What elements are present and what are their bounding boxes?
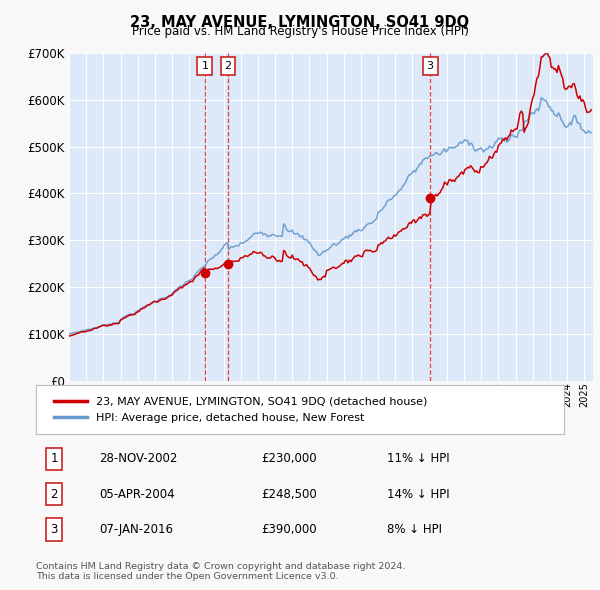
- Text: Contains HM Land Registry data © Crown copyright and database right 2024.
This d: Contains HM Land Registry data © Crown c…: [36, 562, 406, 581]
- Text: 1: 1: [202, 61, 208, 71]
- Text: 8% ↓ HPI: 8% ↓ HPI: [387, 523, 442, 536]
- Text: £248,500: £248,500: [261, 487, 317, 501]
- Text: 2: 2: [50, 487, 58, 501]
- Text: £390,000: £390,000: [261, 523, 317, 536]
- Legend: 23, MAY AVENUE, LYMINGTON, SO41 9DQ (detached house), HPI: Average price, detach: 23, MAY AVENUE, LYMINGTON, SO41 9DQ (det…: [47, 390, 434, 429]
- Text: 1: 1: [50, 452, 58, 466]
- Text: 23, MAY AVENUE, LYMINGTON, SO41 9DQ: 23, MAY AVENUE, LYMINGTON, SO41 9DQ: [130, 15, 470, 30]
- Text: 3: 3: [50, 523, 58, 536]
- Text: Price paid vs. HM Land Registry's House Price Index (HPI): Price paid vs. HM Land Registry's House …: [131, 25, 469, 38]
- Text: 05-APR-2004: 05-APR-2004: [99, 487, 175, 501]
- Text: 3: 3: [427, 61, 434, 71]
- Text: 11% ↓ HPI: 11% ↓ HPI: [387, 452, 449, 466]
- Text: 28-NOV-2002: 28-NOV-2002: [99, 452, 178, 466]
- Text: 07-JAN-2016: 07-JAN-2016: [99, 523, 173, 536]
- Text: 2: 2: [224, 61, 232, 71]
- Text: £230,000: £230,000: [261, 452, 317, 466]
- Text: 14% ↓ HPI: 14% ↓ HPI: [387, 487, 449, 501]
